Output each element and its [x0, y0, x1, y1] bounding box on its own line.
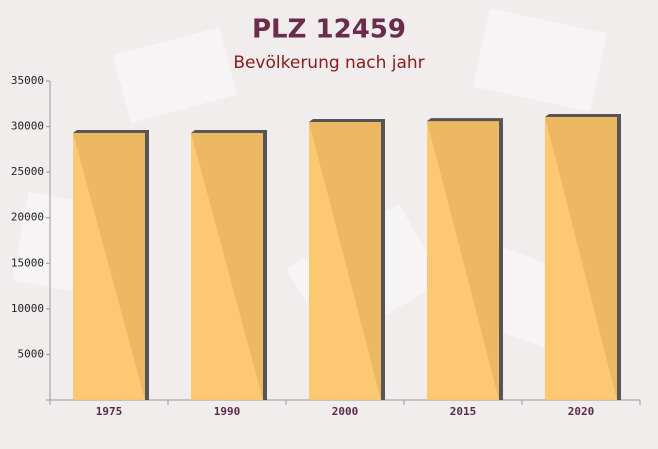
y-tick-label: 10000	[11, 302, 44, 315]
bar	[545, 117, 617, 400]
x-tick-label: 2000	[332, 405, 359, 418]
x-tick-label: 2020	[568, 405, 595, 418]
bar	[73, 132, 145, 401]
bar	[427, 121, 499, 401]
bar	[309, 122, 381, 400]
y-tick-label: 15000	[11, 256, 44, 269]
x-tick-label: 1990	[214, 405, 241, 418]
y-tick-label: 20000	[11, 211, 44, 224]
y-tick-label: 35000	[11, 74, 44, 87]
y-tick-label: 25000	[11, 165, 44, 178]
x-tick-label: 2015	[450, 405, 477, 418]
x-tick-label: 1975	[96, 405, 123, 418]
chart-subtitle: Bevölkerung nach jahr	[233, 53, 424, 73]
y-tick-label: 30000	[11, 120, 44, 133]
bar	[191, 132, 263, 401]
chart-title: PLZ 12459	[252, 15, 406, 45]
y-tick-label: 5000	[18, 347, 45, 360]
